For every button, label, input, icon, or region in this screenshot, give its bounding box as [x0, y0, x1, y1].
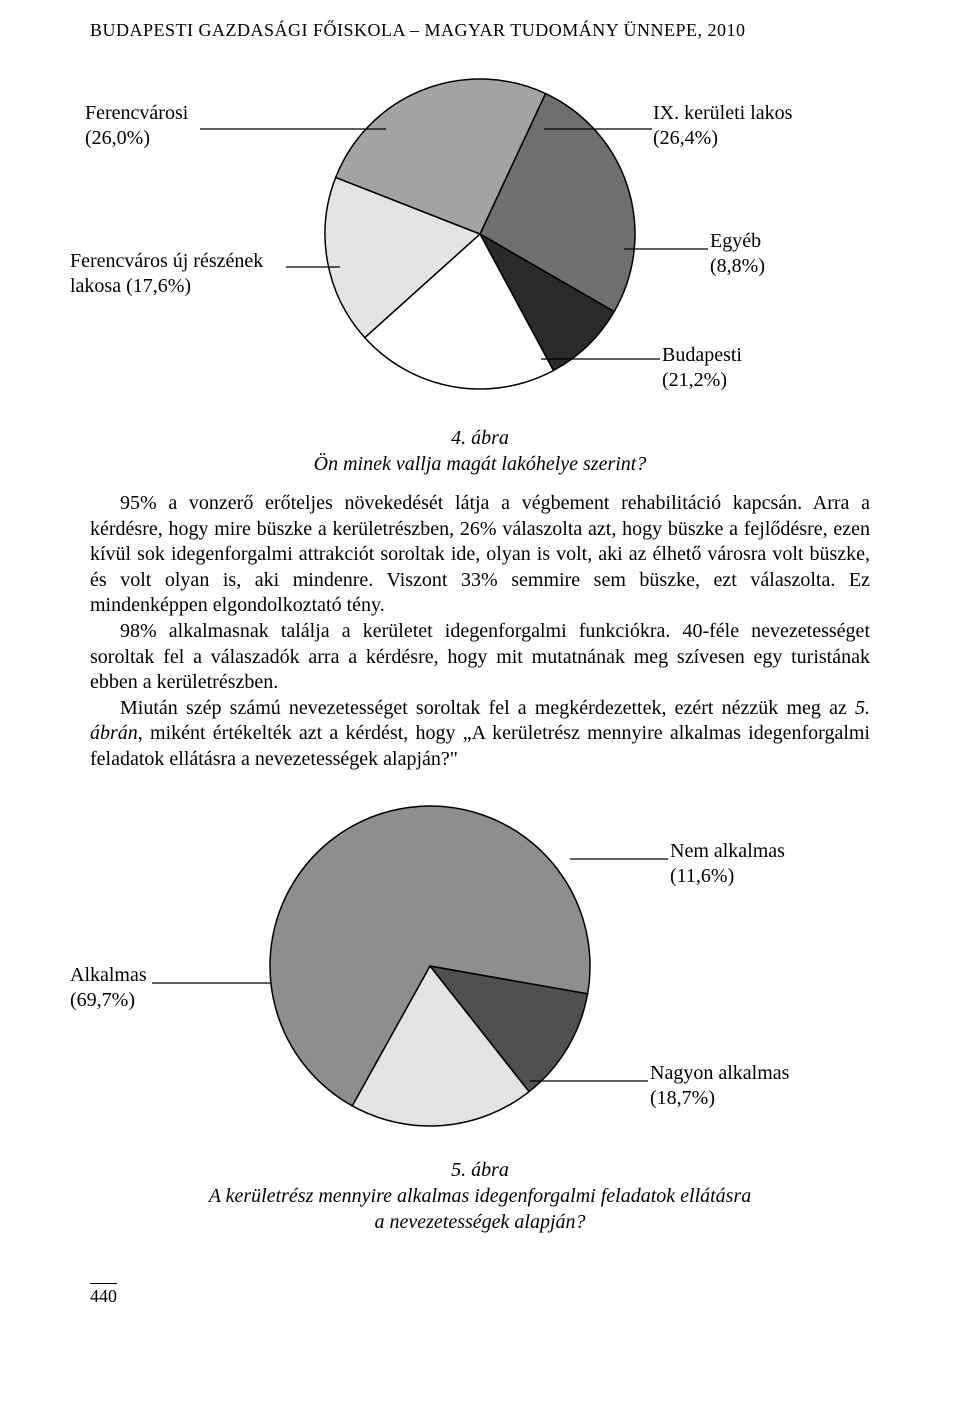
- callout-ferencvarosi: Ferencvárosi (26,0%): [85, 101, 188, 151]
- callout-pct: (21,2%): [662, 368, 742, 393]
- p3-b: , miként értékelték azt a kérdést, hogy …: [90, 722, 870, 770]
- callout-label: Budapesti: [662, 344, 742, 366]
- body-text: 95% a vonzerő erőteljes növekedését látj…: [90, 491, 870, 773]
- chart-1: Ferencvárosi (26,0%) IX. kerületi lakos …: [90, 59, 870, 419]
- chart-2-caption: 5. ábra A kerületrész mennyire alkalmas …: [90, 1157, 870, 1235]
- callout-label: Nem alkalmas: [670, 840, 785, 862]
- callout-label2: lakosa (17,6%): [70, 274, 263, 299]
- callout-label: Nagyon alkalmas: [650, 1062, 789, 1084]
- caption-text-2: a nevezetességek alapján?: [374, 1211, 585, 1233]
- caption-text-1: A kerületrész mennyire alkalmas idegenfo…: [209, 1185, 752, 1207]
- callout-alkalmas: Alkalmas (69,7%): [70, 963, 147, 1013]
- paragraph-2: 98% alkalmasnak találja a kerületet ideg…: [90, 619, 870, 696]
- caption-text: Ön minek vallja magát lakóhelye szerint?: [314, 453, 647, 475]
- callout-nagyon-alkalmas: Nagyon alkalmas (18,7%): [650, 1061, 789, 1111]
- chart-1-caption: 4. ábra Ön minek vallja magát lakóhelye …: [90, 425, 870, 477]
- callout-label: Egyéb: [710, 230, 761, 252]
- callout-pct: (11,6%): [670, 864, 785, 889]
- callout-pct: (8,8%): [710, 254, 765, 279]
- chart-2: Nem alkalmas (11,6%) Alkalmas (69,7%) Na…: [90, 791, 870, 1151]
- p3-a: Miután szép számú nevezetességet sorolta…: [120, 697, 855, 719]
- caption-figure-num: 5. ábra: [451, 1159, 509, 1181]
- callout-ferencvaros-uj: Ferencváros új részének lakosa (17,6%): [70, 249, 263, 299]
- callout-pct: (26,0%): [85, 126, 188, 151]
- callout-label: Ferencvárosi: [85, 102, 188, 124]
- callout-egyeb: Egyéb (8,8%): [710, 229, 765, 279]
- paragraph-1: 95% a vonzerő erőteljes növekedését látj…: [90, 491, 870, 619]
- callout-ix-keruleti: IX. kerületi lakos (26,4%): [653, 101, 792, 151]
- callout-pct: (18,7%): [650, 1086, 789, 1111]
- page-number: 440: [90, 1283, 117, 1307]
- callout-pct: (26,4%): [653, 126, 792, 151]
- paragraph-3: Miután szép számú nevezetességet sorolta…: [90, 696, 870, 773]
- callout-label: Ferencváros új részének: [70, 250, 263, 272]
- callout-nem-alkalmas: Nem alkalmas (11,6%): [670, 839, 785, 889]
- callout-budapesti: Budapesti (21,2%): [662, 343, 742, 393]
- caption-figure-num: 4. ábra: [451, 427, 509, 449]
- callout-label: Alkalmas: [70, 964, 147, 986]
- callout-pct: (69,7%): [70, 988, 147, 1013]
- page-header: BUDAPESTI GAZDASÁGI FŐISKOLA – MAGYAR TU…: [90, 20, 870, 41]
- callout-label: IX. kerületi lakos: [653, 102, 792, 124]
